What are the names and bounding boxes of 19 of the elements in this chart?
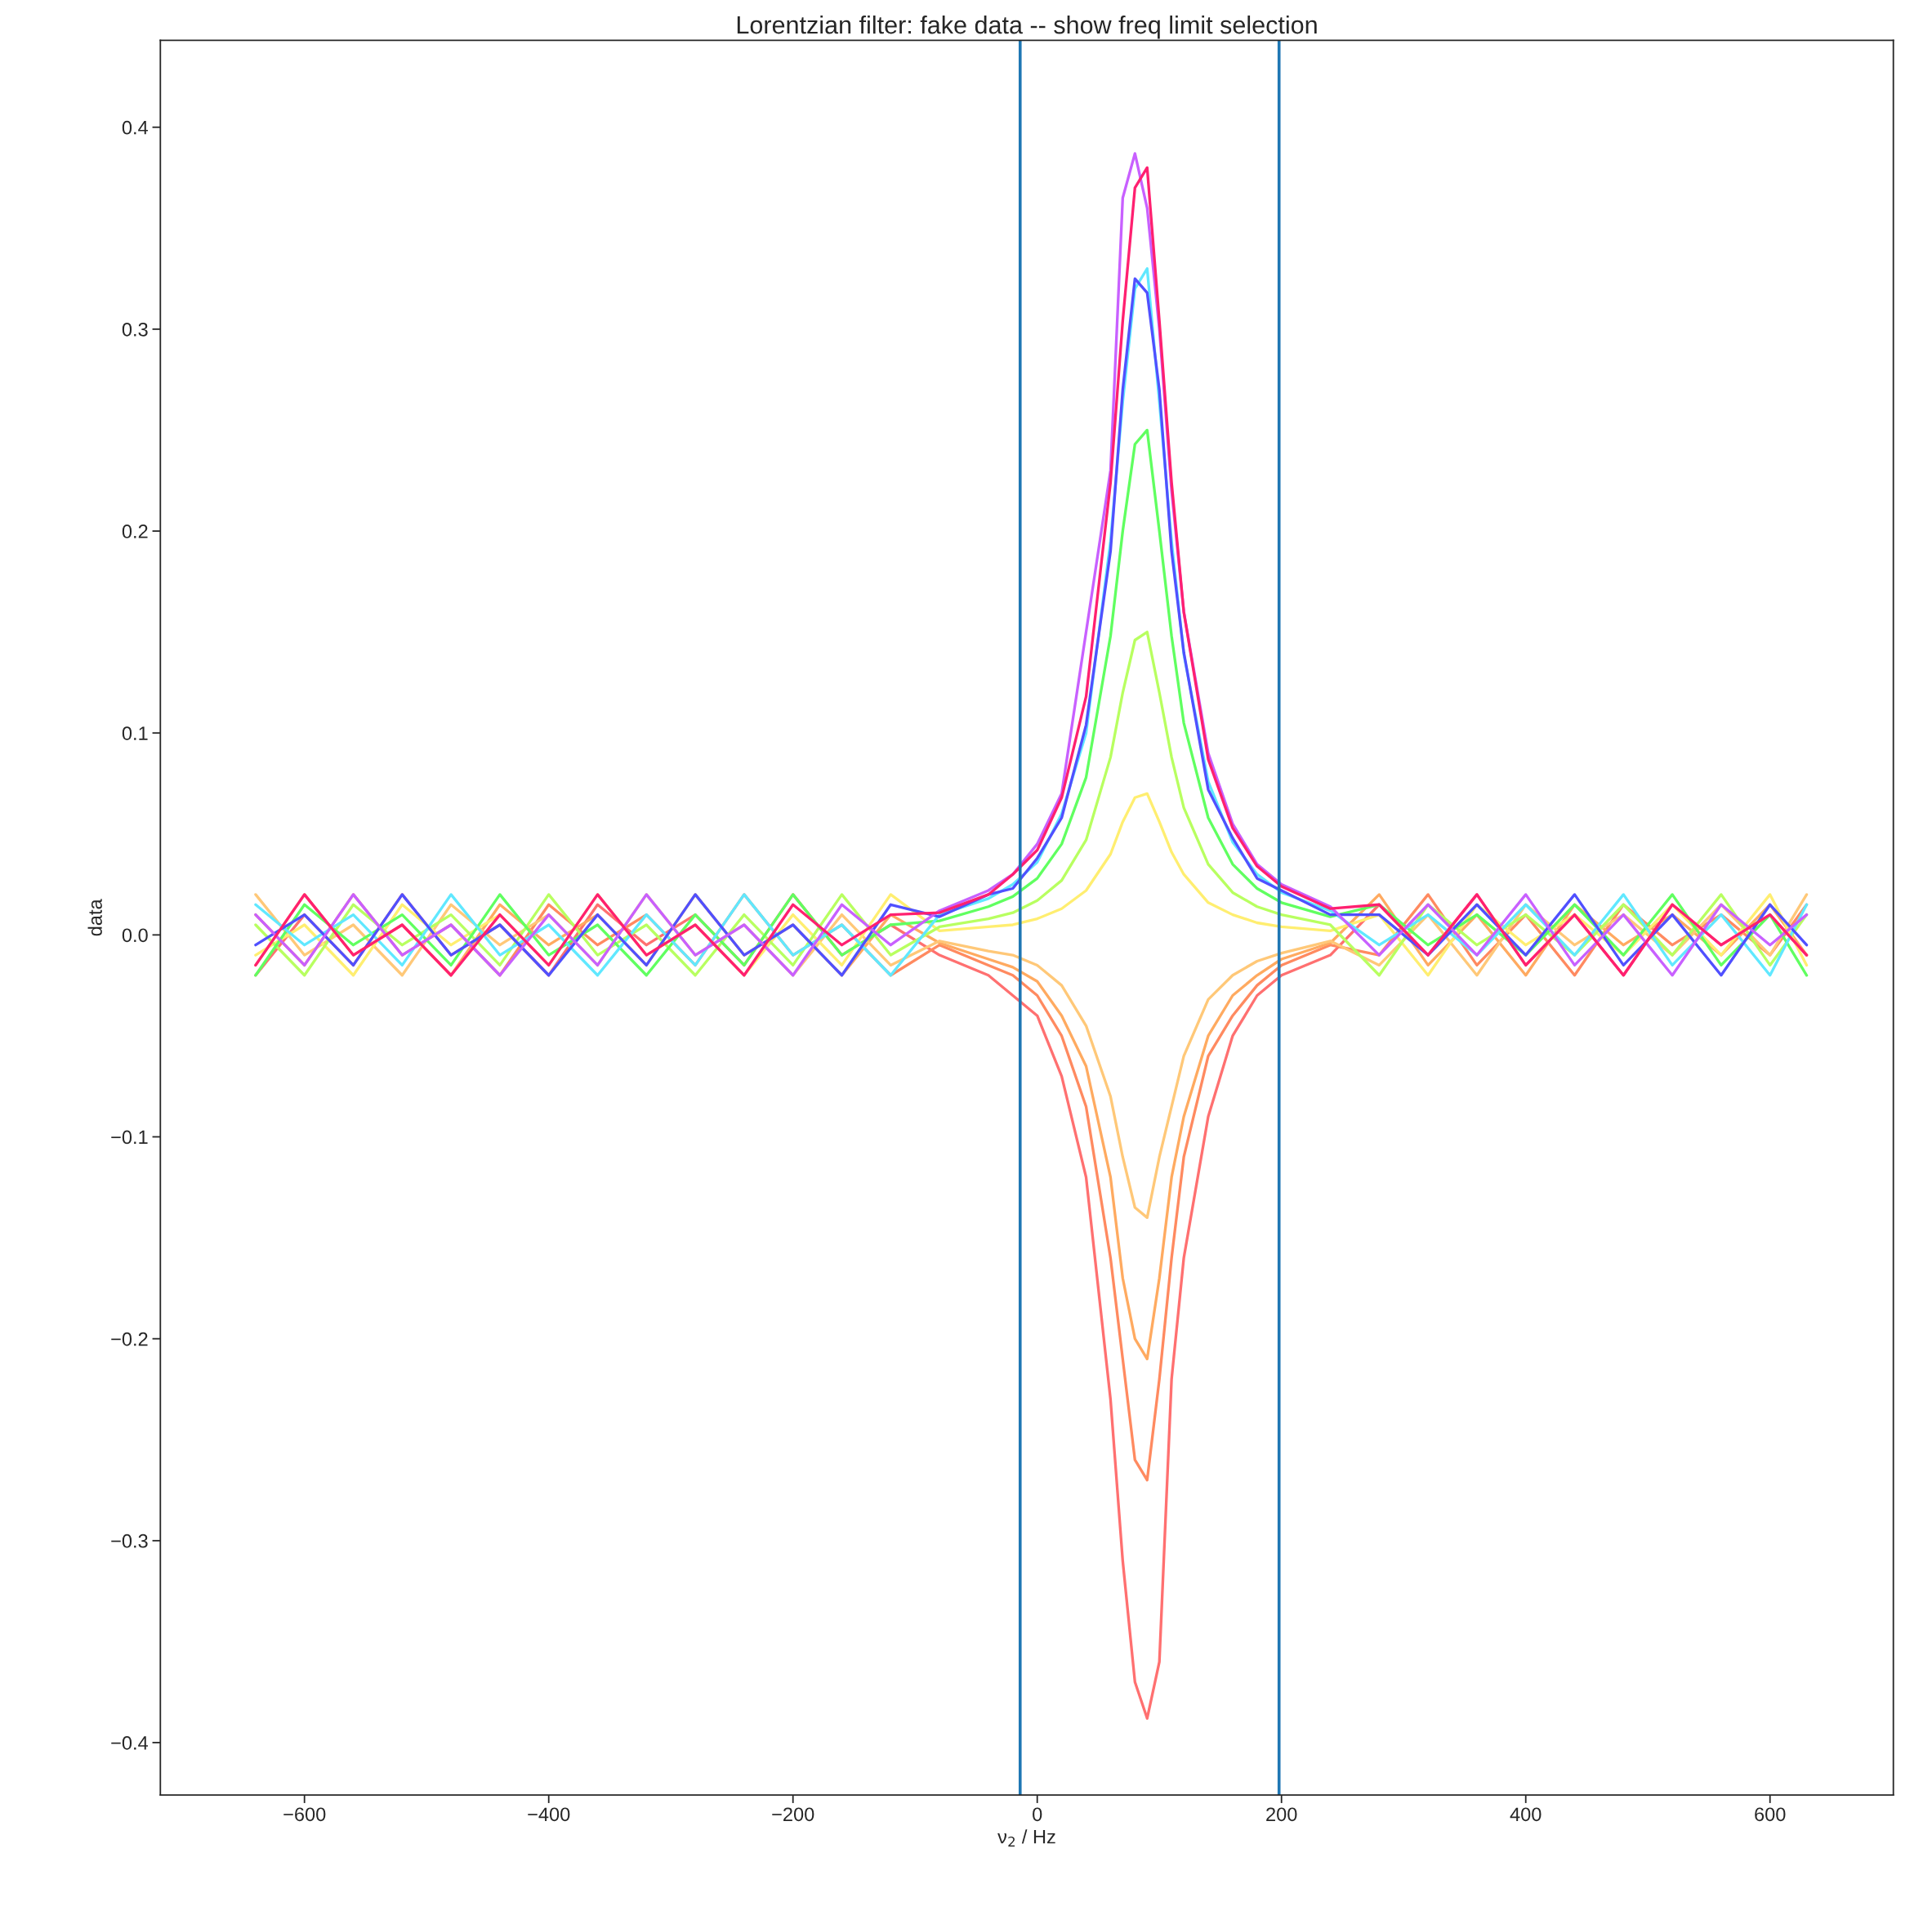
y-tick-label: −0.2 [111,1332,148,1346]
x-tick-label: −400 [528,1807,570,1822]
y-tick-label: 0.3 [122,322,148,337]
y-tick-label: 0.1 [122,726,148,740]
x-tick-label: 600 [1755,1807,1786,1822]
y-tick-label: 0.0 [122,928,148,943]
y-tick-label: −0.4 [111,1736,149,1750]
y-tick-label: −0.3 [111,1533,148,1548]
y-tick-label: 0.4 [122,120,149,135]
x-tick-label: 0 [1033,1807,1042,1822]
chart-title: Lorentzian filter: fake data -- show freq limit selection [737,15,1317,39]
x-axis-title: ν$_{2}$ / Hz [997,1829,1055,1847]
y-tick-label: 0.2 [122,525,148,538]
y-axis-title: data [87,899,102,936]
y-tick-label: −0.1 [111,1130,148,1145]
x-tick-label: −200 [772,1807,814,1822]
x-tick-label: 200 [1266,1807,1297,1822]
x-tick-label: −600 [283,1807,326,1822]
x-tick-label: 400 [1510,1807,1542,1822]
